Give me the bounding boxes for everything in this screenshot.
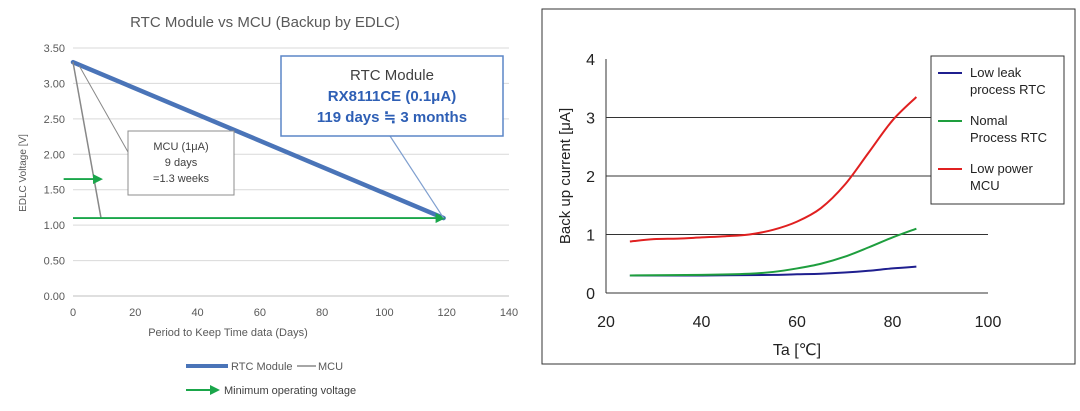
y-tick-label: 0.50 xyxy=(44,256,65,268)
legend-label-rtc-module: RTC Module xyxy=(231,361,293,373)
y-axis-label: Back up current [μA] xyxy=(557,108,574,244)
legend-label: process RTC xyxy=(970,82,1046,97)
rtc-callout-box xyxy=(280,55,504,137)
mcu-callout-line3: =1.3 weeks xyxy=(153,173,209,185)
axes xyxy=(605,59,988,294)
series-low-power-mcu xyxy=(629,96,918,243)
rtc-callout-leader xyxy=(389,135,445,219)
x-tick-label: 80 xyxy=(316,307,328,319)
legend-label: Nomal xyxy=(970,113,1008,128)
y-tick-label: 4 xyxy=(586,52,595,69)
y-tick-label: 3.00 xyxy=(44,78,65,90)
y-tick-labels: 0.00 0.50 1.00 1.50 2.00 2.50 3.00 3.50 xyxy=(44,43,65,303)
y-tick-label: 0 xyxy=(586,286,595,303)
y-tick-label: 3 xyxy=(586,111,595,128)
x-tick-label: 60 xyxy=(254,307,266,319)
rtc-callout-line2: RX8111CE (0.1μA) xyxy=(328,88,456,105)
series-lines xyxy=(70,59,446,221)
y-tick-label: 1.00 xyxy=(44,220,65,232)
rtc-callout-line3: 119 days ≒ 3 months xyxy=(317,109,467,126)
legend-box xyxy=(930,55,1065,205)
legend: Low leak process RTC Nomal Process RTC Low p… xyxy=(930,55,1065,205)
legend-label: MCU xyxy=(970,178,1000,193)
legend-label: Low power xyxy=(970,161,1034,176)
x-tick-label: 20 xyxy=(129,307,141,319)
x-tick-labels: 0 20 40 60 80 100 120 140 xyxy=(70,307,518,319)
series-mcu xyxy=(72,62,102,219)
backup-current-chart: 0 1 2 3 4 20 40 60 80 100 Back up current [μA] T… xyxy=(541,8,1076,365)
y-axis-label: EDLC Voltage [V] xyxy=(18,134,29,212)
mcu-callout-leader xyxy=(78,65,129,153)
x-tick-label: 60 xyxy=(788,314,806,331)
legend-label: Low leak xyxy=(970,65,1022,80)
chart-title: RTC Module vs MCU (Backup by EDLC) xyxy=(130,14,400,31)
y-tick-labels: 0 1 2 3 4 xyxy=(586,52,595,303)
x-tick-label: 140 xyxy=(500,307,518,319)
x-tick-labels: 20 40 60 80 100 xyxy=(597,314,1001,331)
x-tick-label: 0 xyxy=(70,307,76,319)
x-tick-label: 100 xyxy=(375,307,393,319)
y-tick-label: 2.50 xyxy=(44,114,65,126)
x-tick-label: 40 xyxy=(693,314,711,331)
min-voltage-arrows xyxy=(63,174,446,224)
y-tick-label: 2 xyxy=(586,169,595,186)
y-tick-label: 3.50 xyxy=(44,43,65,55)
x-tick-label: 40 xyxy=(191,307,203,319)
x-tick-label: 100 xyxy=(975,314,1002,331)
y-tick-label: 0.00 xyxy=(44,291,65,303)
series-lines xyxy=(629,96,918,277)
grid-lines xyxy=(606,117,988,235)
series-rtc-module xyxy=(70,59,446,221)
x-tick-label: 20 xyxy=(597,314,615,331)
series-nomal-process-rtc xyxy=(629,227,917,277)
y-tick-label: 2.00 xyxy=(44,149,65,161)
x-axis-label: Period to Keep Time data (Days) xyxy=(148,327,308,339)
mcu-callout-line2: 9 days xyxy=(165,157,198,169)
rtc-callout-line1: RTC Module xyxy=(350,67,434,84)
legend-label-mcu: MCU xyxy=(318,361,343,373)
x-tick-label: 120 xyxy=(438,307,456,319)
legend-label-min-voltage: Minimum operating voltage xyxy=(224,385,356,397)
y-tick-label: 1 xyxy=(586,228,595,245)
y-tick-label: 1.50 xyxy=(44,185,65,197)
mcu-callout-line1: MCU (1μA) xyxy=(153,141,208,153)
legend-label: Process RTC xyxy=(970,130,1047,145)
x-axis-label: Ta [℃] xyxy=(773,342,821,359)
rtc-vs-mcu-chart: RTC Module vs MCU (Backup by EDLC) 0.000… xyxy=(18,14,518,397)
mcu-callout-box xyxy=(127,130,235,196)
x-tick-label: 80 xyxy=(884,314,902,331)
